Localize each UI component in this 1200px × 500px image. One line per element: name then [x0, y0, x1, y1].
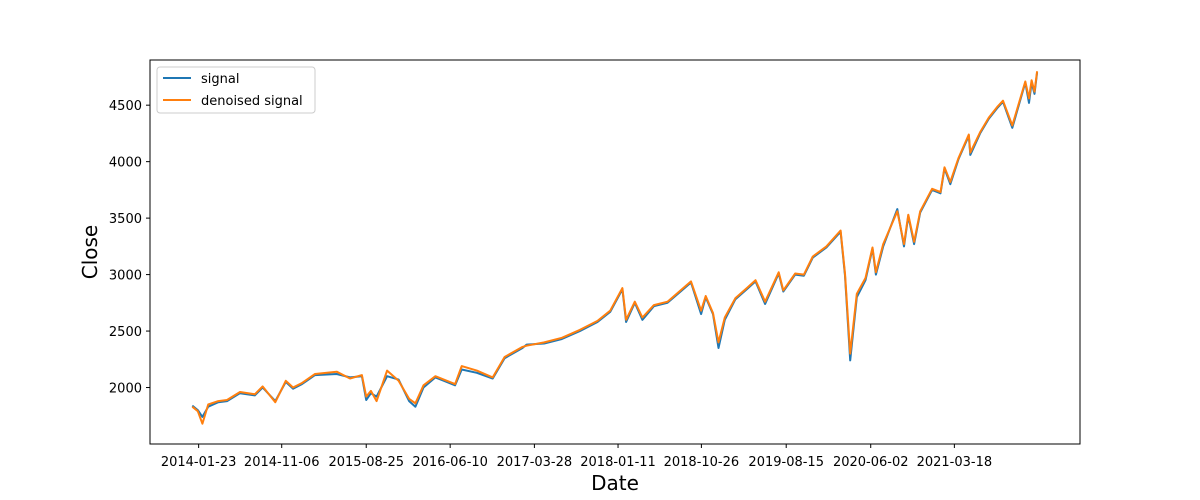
- y-tick-label: 3000: [109, 269, 142, 284]
- x-tick-label: 2018-01-11: [580, 455, 656, 470]
- y-tick-label: 2000: [109, 382, 142, 397]
- x-tick-label: 2015-08-25: [328, 455, 404, 470]
- y-axis-title: Close: [78, 225, 102, 279]
- x-axis-ticks: 2014-01-23 2014-11-06 2015-08-25 2016-06-10…: [161, 444, 992, 470]
- x-tick-label: 2018-10-26: [664, 455, 740, 470]
- y-axis-ticks: 2000 2500 3000 3500 4000 4500: [109, 99, 150, 397]
- x-tick-label: 2017-03-28: [497, 455, 573, 470]
- y-tick-label: 3500: [109, 212, 142, 227]
- x-axis-title: Date: [591, 471, 639, 495]
- series-layer: [191, 71, 1039, 425]
- series-line-denoised-signal: [191, 71, 1039, 425]
- x-tick-label: 2014-11-06: [244, 455, 320, 470]
- legend: signal denoised signal: [156, 66, 316, 114]
- x-tick-label: 2019-08-15: [748, 455, 824, 470]
- y-tick-label: 2500: [109, 325, 142, 340]
- legend-box: [156, 66, 316, 114]
- y-tick-label: 4000: [109, 156, 142, 171]
- x-tick-label: 2014-01-23: [161, 455, 237, 470]
- legend-label-denoised-signal: denoised signal: [201, 94, 303, 109]
- x-tick-label: 2021-03-18: [917, 455, 993, 470]
- x-tick-label: 2020-06-02: [833, 455, 909, 470]
- legend-label-signal: signal: [201, 72, 239, 87]
- y-tick-label: 4500: [109, 99, 142, 114]
- plot-frame: [149, 59, 1081, 445]
- x-tick-label: 2016-06-10: [412, 455, 488, 470]
